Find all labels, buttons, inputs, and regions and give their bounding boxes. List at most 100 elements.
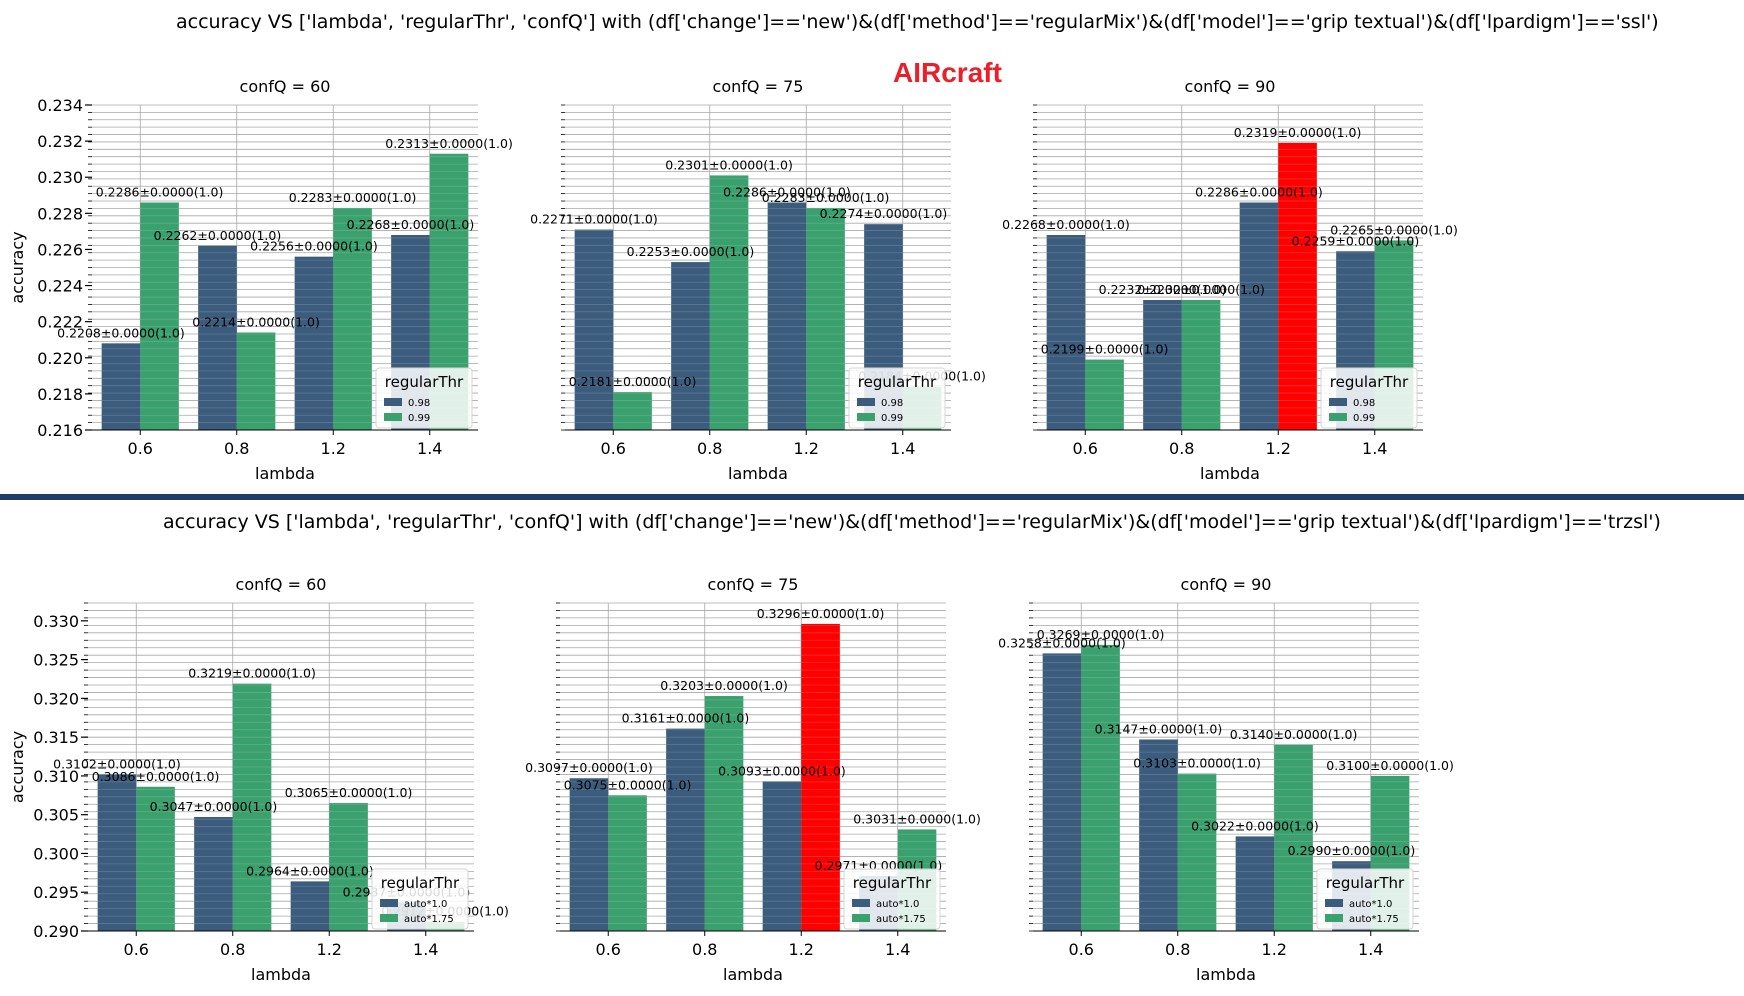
x-tick-label: 0.8 [692,940,717,959]
bar-0.99-1.2 [1278,142,1317,430]
bar-auto1.75-0.8 [1177,773,1217,931]
legend-title: regularThr [853,874,932,892]
bar-0.98-0.6 [574,229,614,430]
data-label: 0.2274±0.0000(1.0) [820,206,948,221]
y-tick-label: 0.218 [37,385,83,404]
legend-swatch [1329,398,1347,406]
figure-title: accuracy VS ['lambda', 'regularThr', 'co… [176,11,1659,33]
y-tick-label: 0.224 [37,277,83,296]
data-label: 0.2283±0.0000(1.0) [762,190,890,205]
bar-0.99-0.8 [236,332,276,430]
figure-trzsl: confQ = 60 0.3102±0.0000(1.0) 0.3047±0.000… [8,575,1454,984]
data-label: 0.2256±0.0000(1.0) [250,239,378,254]
bar-auto1.75-1.2 [1274,744,1313,931]
legend-item: 0.99 [881,413,903,424]
data-label: 0.3296±0.0000(1.0) [757,606,885,621]
x-tick-label: 0.6 [596,940,621,959]
bar-auto1.0-1.2 [762,781,802,931]
x-tick-label: 1.4 [413,940,438,959]
legend-item: auto*1.75 [1349,914,1399,925]
data-label: 0.2208±0.0000(1.0) [57,325,185,340]
data-label: 0.2964±0.0000(1.0) [246,863,374,878]
legend-swatch [1325,899,1343,907]
panel-title: confQ = 75 [708,575,799,594]
y-tick-label: 0.330 [33,612,79,631]
y-tick-label: 0.325 [33,651,79,670]
bar-auto1.75-1.2 [329,803,368,931]
subplot-panel: confQ = 90 0.2268±0.0000(1.0) 0.2232±0.000… [1002,77,1458,483]
bar-0.98-1.2 [294,256,334,430]
legend: regularThr 0.98 0.99 [375,367,473,429]
legend: regularThr auto*1.0 auto*1.75 [371,868,469,930]
subplot-panel: confQ = 60 0.3102±0.0000(1.0) 0.3047±0.000… [8,575,509,984]
x-tick-label: 1.2 [789,940,814,959]
data-label: 0.3086±0.0000(1.0) [92,769,220,784]
y-tick-label: 0.232 [37,132,83,151]
data-label: 0.2268±0.0000(1.0) [1002,217,1130,232]
y-tick-label: 0.300 [33,844,79,863]
y-tick-label: 0.228 [37,204,83,223]
data-label: 0.3100±0.0000(1.0) [1326,758,1454,773]
data-label: 0.2313±0.0000(1.0) [385,136,513,151]
bar-0.99-1.2 [806,207,845,430]
legend-swatch [857,413,875,421]
data-label: 0.2199±0.0000(1.0) [1041,342,1169,357]
legend-item: 0.98 [881,398,903,409]
legend-swatch [384,398,402,406]
data-label: 0.2214±0.0000(1.0) [192,315,320,330]
x-tick-label: 1.2 [794,439,819,458]
figure-divider [0,494,1744,500]
legend: regularThr 0.98 0.99 [1320,367,1418,429]
x-tick-label: 1.2 [321,439,346,458]
data-label: 0.3022±0.0000(1.0) [1191,818,1319,833]
data-label: 0.3093±0.0000(1.0) [718,763,846,778]
bar-auto1.75-0.6 [136,786,175,931]
y-tick-label: 0.220 [37,349,83,368]
data-label: 0.3075±0.0000(1.0) [564,777,692,792]
panel-title: confQ = 75 [713,77,804,96]
legend: regularThr auto*1.0 auto*1.75 [843,868,941,930]
data-label: 0.2286±0.0000(1.0) [96,185,224,200]
bar-0.98-0.6 [1046,235,1086,430]
legend-swatch [380,914,398,922]
legend-item: auto*1.0 [404,899,447,910]
panel-title: confQ = 90 [1185,77,1276,96]
bar-0.98-1.2 [767,202,807,430]
data-label: 0.2990±0.0000(1.0) [1288,843,1416,858]
legend-item: auto*1.75 [876,914,926,925]
legend-title: regularThr [381,874,460,892]
x-tick-label: 1.4 [885,940,910,959]
data-label: 0.2232±0.0000(1.0) [1099,282,1227,297]
y-tick-label: 0.230 [37,168,83,187]
data-label: 0.3219±0.0000(1.0) [188,666,316,681]
y-axis-label: accuracy [8,731,27,803]
bar-0.98-0.8 [1143,300,1182,430]
bar-auto1.0-0.6 [1042,653,1082,931]
y-tick-label: 0.234 [37,96,83,115]
y-tick-label: 0.226 [37,240,83,259]
bar-auto1.0-0.8 [194,817,233,931]
bar-0.98-0.8 [671,262,710,430]
legend-item: 0.98 [1353,398,1375,409]
subplot-panel: confQ = 75 0.3097±0.0000(1.0) 0.3161±0.000… [525,575,981,984]
legend-swatch [852,899,870,907]
y-tick-label: 0.216 [37,421,83,440]
data-label: 0.3203±0.0000(1.0) [660,678,788,693]
y-tick-label: 0.320 [33,689,79,708]
legend-item: auto*1.0 [876,899,919,910]
data-label: 0.3269±0.0000(1.0) [1037,627,1165,642]
brand-label: AIRcraft [893,57,1002,88]
legend-item: 0.99 [1353,413,1375,424]
data-label: 0.2286±0.0000(1.0) [723,185,851,200]
subplot-panel: confQ = 75 0.2271±0.0000(1.0) 0.2253±0.000… [530,77,986,483]
x-tick-label: 0.8 [697,439,722,458]
data-label: 0.2283±0.0000(1.0) [289,190,417,205]
y-tick-label: 0.222 [37,313,83,332]
y-axis-label: accuracy [8,231,27,303]
legend-title: regularThr [858,373,937,391]
legend: regularThr 0.98 0.99 [848,367,946,429]
legend-item: auto*1.75 [404,914,454,925]
x-tick-label: 1.2 [317,940,342,959]
bar-auto1.0-1.2 [1235,836,1275,931]
